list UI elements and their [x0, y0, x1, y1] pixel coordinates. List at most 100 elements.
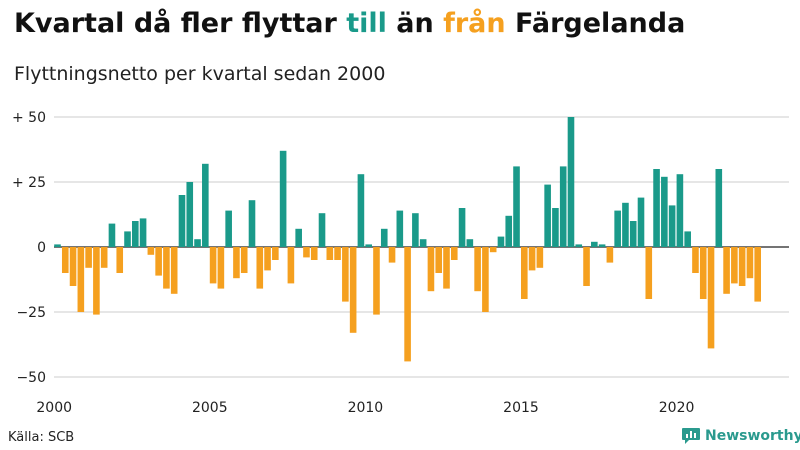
title-part-1: Kvartal då fler flyttar: [14, 8, 347, 39]
bar: [482, 247, 489, 312]
bar: [357, 174, 365, 247]
bar: [567, 117, 575, 247]
y-tick-label: + 50: [12, 110, 46, 126]
bar: [139, 218, 147, 247]
bar: [544, 184, 551, 247]
bar: [279, 150, 287, 247]
bar: [85, 247, 92, 268]
bar: [404, 247, 411, 362]
bar: [738, 247, 746, 286]
bar: [435, 247, 443, 273]
bar: [248, 200, 256, 247]
bar: [458, 208, 466, 247]
bar: [661, 176, 668, 247]
bar: [419, 239, 427, 247]
bar: [124, 231, 131, 247]
bar: [583, 247, 590, 286]
bar: [373, 247, 380, 315]
bar: [598, 244, 606, 247]
bar: [365, 244, 372, 247]
chart-subtitle: Flyttningsnetto per kvartal sedan 2000: [14, 63, 386, 85]
title-part-2: än: [386, 8, 444, 39]
bar: [707, 247, 715, 349]
source-note: Källa: SCB: [8, 430, 75, 445]
bar: [116, 247, 124, 273]
x-tick-label: 2020: [659, 400, 695, 416]
bar: [178, 195, 186, 247]
bar: [715, 169, 723, 247]
bar: [489, 247, 497, 253]
bar: [194, 239, 201, 247]
x-tick-label: 2015: [503, 400, 539, 416]
bar: [645, 247, 653, 299]
bar: [132, 221, 139, 247]
bar: [427, 247, 435, 292]
bar: [202, 163, 209, 247]
bar: [147, 247, 155, 255]
bar: [388, 247, 396, 263]
bar: [699, 247, 707, 299]
bar: [559, 166, 567, 247]
bar: [552, 208, 559, 247]
bar: [155, 247, 162, 276]
bar: [676, 174, 684, 247]
bar: [629, 221, 637, 247]
bar: [303, 247, 310, 258]
bar: [528, 247, 536, 271]
bar: [225, 210, 232, 247]
bar: [272, 247, 279, 260]
title-word-till: till: [346, 8, 387, 39]
bar: [77, 247, 85, 312]
bar: [108, 223, 116, 247]
title-word-fran: från: [443, 8, 506, 39]
bar: [692, 247, 699, 273]
x-tick-label: 2005: [192, 400, 228, 416]
bar: [380, 228, 388, 247]
bar: [450, 247, 458, 260]
bar: [536, 247, 544, 268]
newsworthy-logo-icon: [682, 428, 700, 444]
brand-logo: Newsworthy: [681, 427, 800, 445]
bar: [606, 247, 614, 263]
bar: [310, 247, 318, 260]
bar: [256, 247, 264, 289]
bar: [622, 202, 629, 247]
bar: [575, 244, 583, 247]
bar: [443, 247, 450, 289]
bar: [100, 247, 108, 268]
bar: [591, 241, 598, 247]
brand-name: Newsworthy: [705, 428, 800, 444]
bar: [295, 228, 302, 247]
bar: [163, 247, 170, 289]
bar: [668, 205, 676, 247]
bar: [217, 247, 225, 289]
bar: [731, 247, 738, 284]
bar: [69, 247, 77, 286]
bar: [653, 169, 660, 247]
bar: [505, 215, 513, 247]
bar: [466, 239, 474, 247]
bar: [318, 213, 326, 247]
bar: [637, 197, 645, 247]
bar: [349, 247, 357, 333]
title-part-3: Färgelanda: [505, 8, 686, 39]
bar: [233, 247, 240, 279]
bar: [170, 247, 178, 294]
y-tick-label: −50: [16, 370, 46, 386]
y-tick-label: + 25: [12, 175, 46, 191]
bar: [412, 213, 419, 247]
axis-layer: + 50 + 25 0 −25 −50 2000 2005 2010 2015 2020: [12, 110, 694, 416]
bar: [746, 247, 754, 279]
bar: [240, 247, 248, 273]
bar: [497, 236, 505, 247]
bar: [326, 247, 334, 260]
bar: [186, 182, 194, 247]
bar: [396, 210, 404, 247]
bar: [521, 247, 528, 299]
y-tick-label: −25: [16, 305, 46, 321]
x-tick-label: 2000: [36, 400, 72, 416]
bar: [754, 247, 761, 302]
bar: [684, 231, 691, 247]
bar: [723, 247, 730, 294]
